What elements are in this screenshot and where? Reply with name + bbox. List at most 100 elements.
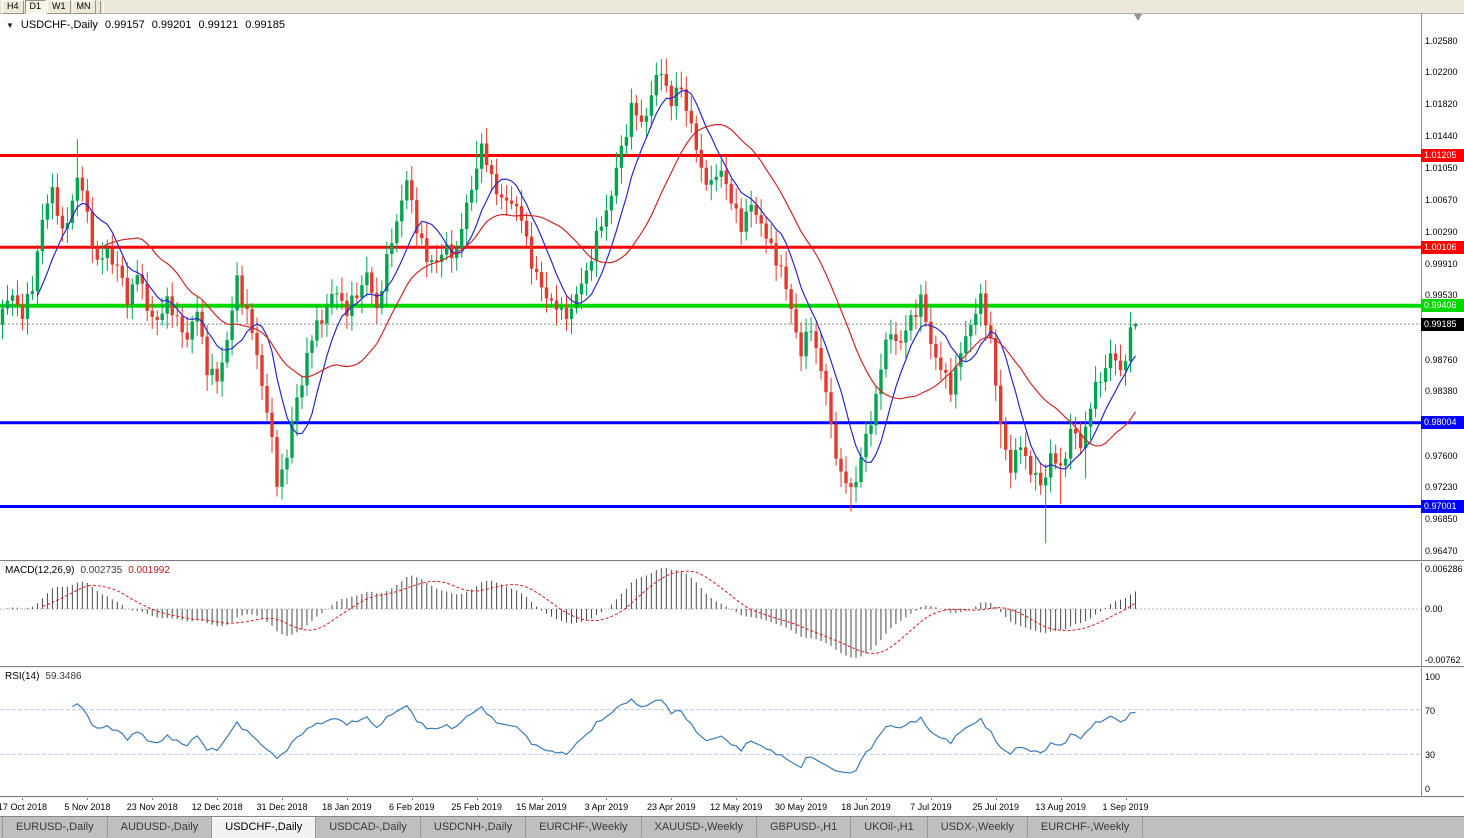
time-axis-label: 18 Jan 2019 <box>322 802 372 812</box>
price-axis-tick: 0.99530 <box>1425 290 1458 301</box>
level-price-badge: 1.01205 <box>1421 149 1464 162</box>
chart-shift-marker[interactable] <box>1134 14 1142 21</box>
chart-tab-usdx-weekly-9[interactable]: USDX-,Weekly <box>928 817 1028 838</box>
price-axis-tick: 1.02580 <box>1425 35 1458 46</box>
time-axis-tick <box>801 797 803 800</box>
time-axis-tick <box>930 797 932 800</box>
main-macd-divider[interactable] <box>0 560 1464 562</box>
time-axis-label: 12 May 2019 <box>710 802 763 812</box>
price-axis-tick: 1.02200 <box>1425 67 1458 78</box>
chart-tab-ukoil-h1-8[interactable]: UKOil-,H1 <box>851 817 928 838</box>
price-axis-tick: 0.99910 <box>1425 258 1458 269</box>
rsi-axis-tick: 0 <box>1425 784 1431 794</box>
ohlc-open: 0.99157 <box>104 19 145 31</box>
time-axis-tick <box>671 797 673 800</box>
macd-label: MACD(12,26,9) 0.002735 0.001992 <box>5 565 170 576</box>
chart-tab-usdcnh-daily-4[interactable]: USDCNH-,Daily <box>421 817 527 838</box>
price-axis-tick: 1.01820 <box>1425 99 1458 110</box>
time-axis-label: 5 Nov 2018 <box>64 802 111 812</box>
time-axis-label: 1 Sep 2019 <box>1102 802 1149 812</box>
macd-rsi-divider[interactable] <box>0 666 1464 668</box>
price-axis-tick: 0.96850 <box>1425 514 1458 525</box>
time-axis-label: 7 Jul 2019 <box>910 802 952 812</box>
time-axis-tick <box>1060 797 1062 800</box>
level-price-badge: 0.99406 <box>1421 299 1464 313</box>
chart-menu-arrow-icon[interactable]: ▼ <box>6 20 14 30</box>
rsi-indicator-name: RSI(14) <box>5 671 40 682</box>
price-axis-tick: 0.98380 <box>1425 386 1458 397</box>
chart-tab-gbpusd-h1-7[interactable]: GBPUSD-,H1 <box>757 817 852 838</box>
chart-symbol-period: USDCHF-,Daily <box>20 19 98 31</box>
time-axis-tick <box>346 797 348 800</box>
chart-tab-eurchf-weekly-5[interactable]: EURCHF-,Weekly <box>526 817 642 838</box>
macd-histogram <box>6 568 1137 658</box>
time-axis-label: 3 Apr 2019 <box>584 802 629 812</box>
time-axis-label: 31 Dec 2018 <box>256 802 308 812</box>
current-price-badge: 0.99185 <box>1421 317 1464 331</box>
time-axis-label: 30 May 2019 <box>775 802 828 812</box>
time-axis-label: 23 Nov 2018 <box>126 802 178 812</box>
timeframe-button-w1[interactable]: W1 <box>47 0 71 14</box>
rsi-panel-canvas[interactable] <box>0 668 1421 796</box>
rsi-line <box>72 698 1136 774</box>
rsi-label: RSI(14) 59.3486 <box>5 671 82 682</box>
rsi-timeaxis-divider <box>0 796 1464 798</box>
ohlc-low: 0.99121 <box>198 19 239 31</box>
price-axis-tick: 1.01440 <box>1425 130 1458 141</box>
time-axis-tick <box>22 797 24 800</box>
time-axis-label: 25 Jul 2019 <box>972 802 1020 812</box>
time-axis-label: 23 Apr 2019 <box>647 802 696 812</box>
price-axis-tick: 1.01050 <box>1425 163 1458 174</box>
time-axis-tick <box>865 797 867 800</box>
time-axis-label: 13 Aug 2019 <box>1035 802 1086 812</box>
time-axis-tick <box>541 797 543 800</box>
macd-axis-tick: 0.00 <box>1425 604 1443 614</box>
time-axis-tick <box>152 797 154 800</box>
candlesticks <box>0 58 1138 544</box>
time-axis-tick <box>606 797 608 800</box>
time-axis-label: 17 Oct 2018 <box>0 802 47 812</box>
price-axis-tick: 0.98760 <box>1425 354 1458 365</box>
price-chart-canvas[interactable] <box>0 14 1421 560</box>
rsi-value: 59.3486 <box>45 671 82 682</box>
chart-tab-eurchf-weekly-10[interactable]: EURCHF-,Weekly <box>1028 817 1144 838</box>
macd-axis-tick: -0.00762 <box>1425 655 1461 665</box>
rsi-axis-tick: 30 <box>1425 750 1436 761</box>
time-axis-tick <box>87 797 89 800</box>
time-axis-tick <box>217 797 219 800</box>
time-axis-tick <box>411 797 413 800</box>
price-axis-tick: 1.00290 <box>1425 226 1458 237</box>
price-axis-tick: 0.97230 <box>1425 482 1458 493</box>
timeframe-button-mn[interactable]: MN <box>71 0 96 14</box>
timeframe-button-h4[interactable]: H4 <box>2 0 24 14</box>
ohlc-high: 0.99201 <box>151 19 192 31</box>
level-price-badge: 1.00106 <box>1421 240 1464 254</box>
moving-average-fast-line <box>36 89 1136 470</box>
macd-axis-tick: 0.006286 <box>1425 564 1463 574</box>
price-axis-tick: 1.00670 <box>1425 195 1458 206</box>
level-price-badge: 0.97001 <box>1421 499 1464 513</box>
macd-signal-value: 0.001992 <box>128 565 170 576</box>
price-axis-tick: 0.96470 <box>1425 545 1458 556</box>
chart-tab-eurusd-daily-0[interactable]: EURUSD-,Daily <box>2 817 108 838</box>
toolbar-separator <box>99 0 104 13</box>
time-axis-tick <box>995 797 997 800</box>
chart-tab-usdcad-daily-3[interactable]: USDCAD-,Daily <box>316 817 421 838</box>
chart-tab-audusd-daily-1[interactable]: AUDUSD-,Daily <box>108 817 213 838</box>
macd-main-value: 0.002735 <box>80 565 123 576</box>
time-axis-label: 18 Jun 2019 <box>841 802 891 812</box>
time-axis-label: 12 Dec 2018 <box>191 802 243 812</box>
timeframe-button-d1[interactable]: D1 <box>24 0 47 14</box>
time-axis-label: 6 Feb 2019 <box>388 802 435 812</box>
timeframe-toolbar: H4 D1 W1 MN <box>0 0 1464 14</box>
chart-tab-usdchf-daily-2[interactable]: USDCHF-,Daily <box>212 817 317 838</box>
price-axis-tick: 0.97600 <box>1425 451 1458 462</box>
time-axis-tick <box>282 797 283 800</box>
time-axis[interactable]: 17 Oct 2018 5 Nov 2018 23 Nov 2018 12 Dec 2… <box>0 797 1464 816</box>
chart-header: ▼ USDCHF-,Daily 0.99157 0.99201 0.99121 … <box>6 19 285 31</box>
ohlc-close: 0.99185 <box>245 19 285 31</box>
chart-tab-xauusd-weekly-6[interactable]: XAUUSD-,Weekly <box>642 817 757 838</box>
chart-tab-bar: EURUSD-,Daily AUDUSD-,Daily USDCHF-,Daily U… <box>0 816 1464 838</box>
macd-panel-canvas[interactable] <box>0 562 1421 666</box>
